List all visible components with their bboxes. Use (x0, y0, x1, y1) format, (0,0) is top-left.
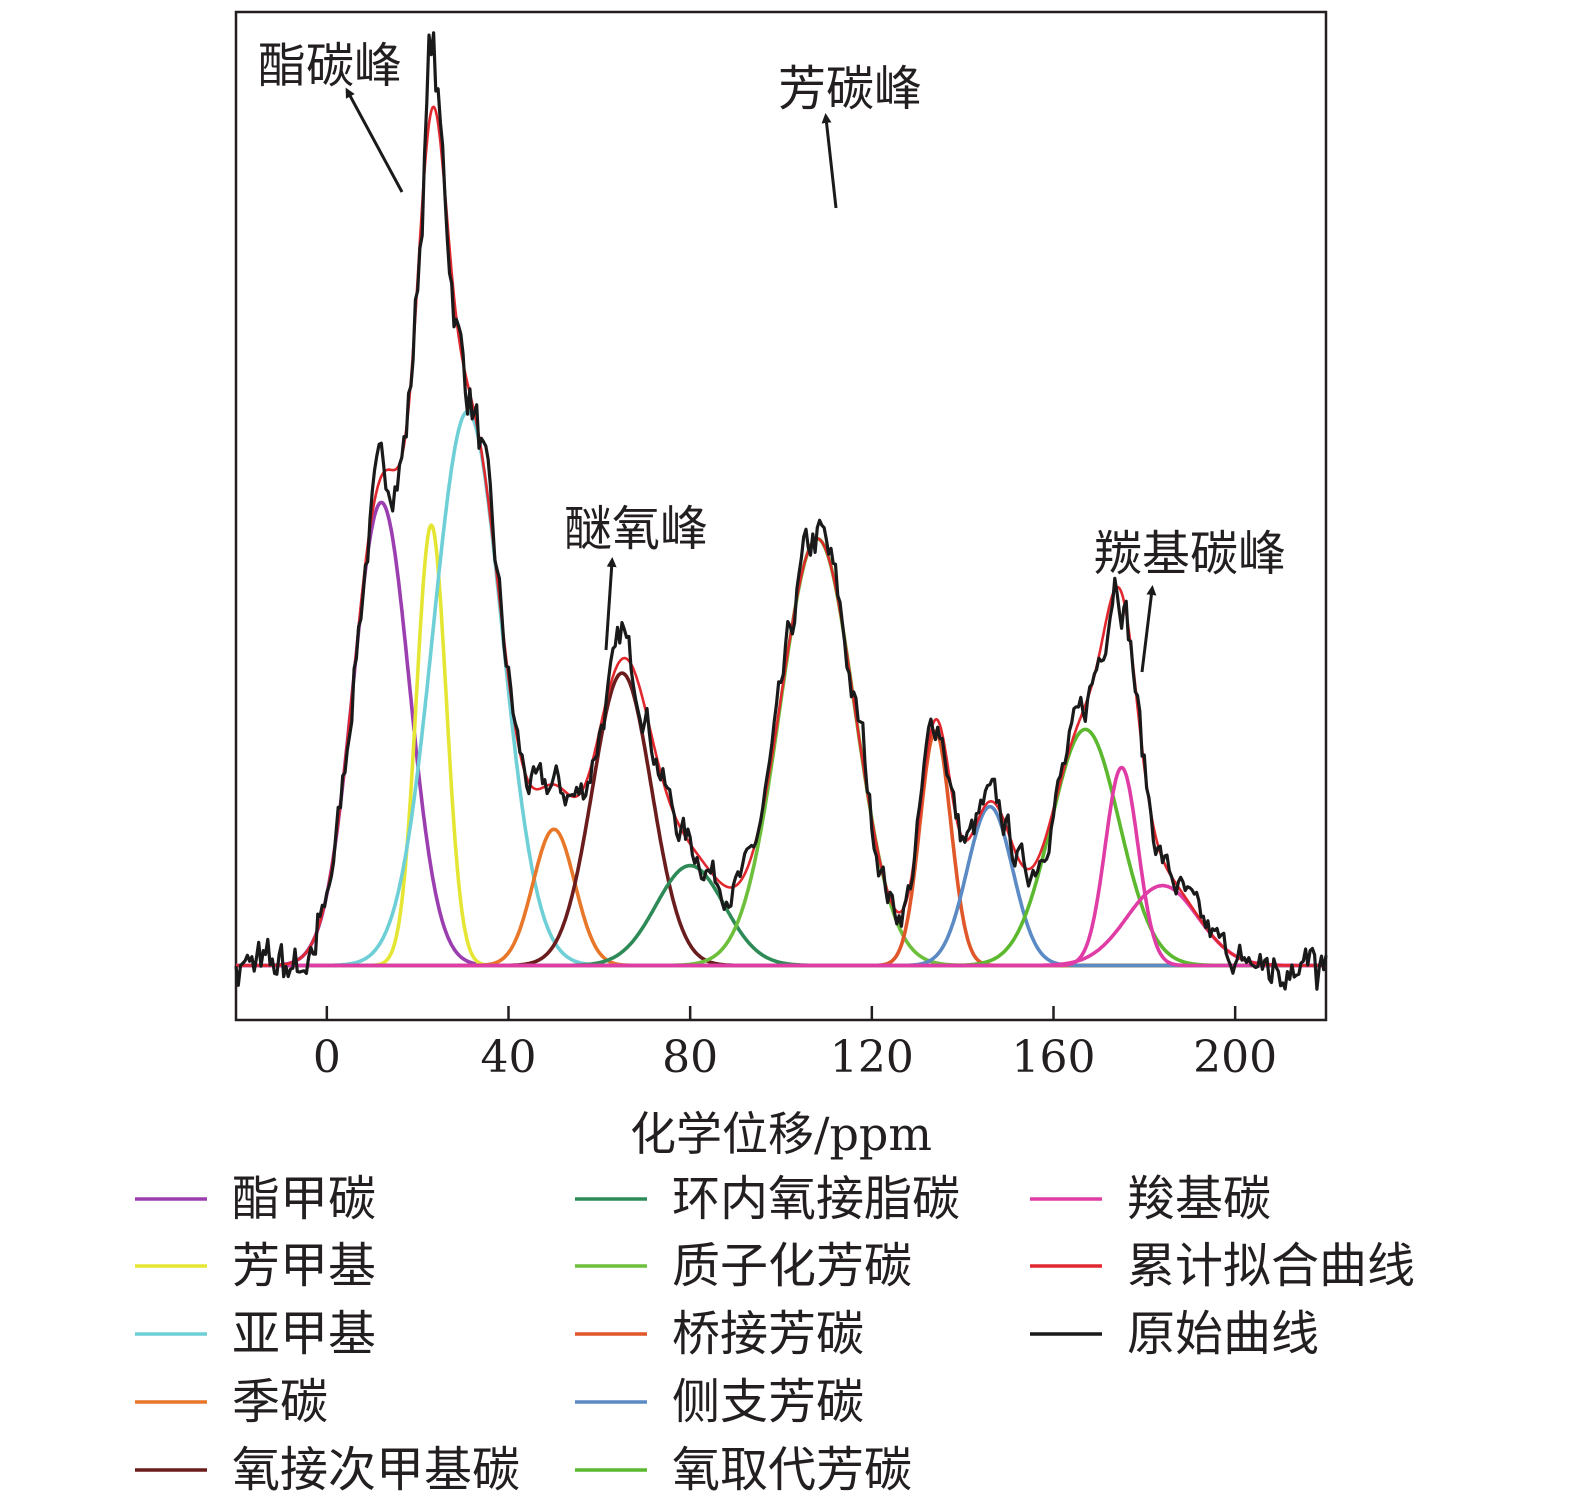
legend-label: 桥接芳碳 (672, 1306, 864, 1362)
series-line-7 (235, 729, 1327, 968)
x-tick-label: 200 (1193, 1032, 1277, 1083)
x-axis-label: 化学位移/ppm (630, 1107, 932, 1161)
peak-annotation-label: 芳碳峰 (778, 61, 922, 117)
legend-label: 环内氧接脂碳 (672, 1171, 960, 1227)
curves-layer (234, 31, 1328, 991)
series-line-11 (235, 883, 1327, 968)
peak-annotation-arrow (821, 113, 838, 209)
legend-label: 质子化芳碳 (672, 1238, 912, 1294)
x-axis-ticks: 0 40 80 120 160 200 (313, 1006, 1277, 1083)
x-tick-label: 40 (481, 1032, 537, 1083)
x-tick-label: 80 (662, 1032, 718, 1083)
series-line-9 (235, 727, 1327, 968)
legend-label: 氧取代芳碳 (672, 1442, 912, 1498)
x-tick-label: 160 (1012, 1032, 1096, 1083)
legend-label: 羧基碳 (1127, 1171, 1271, 1227)
x-tick-label: 120 (830, 1032, 914, 1083)
plot-frame (234, 10, 1328, 1022)
peak-annotation-label: 酯碳峰 (258, 38, 402, 94)
legend-label: 原始曲线 (1127, 1306, 1319, 1362)
legend-label: 氧接次甲基碳 (232, 1442, 520, 1498)
peak-annotation-arrow (1140, 585, 1157, 673)
legend-label: 酯甲碳 (232, 1171, 376, 1227)
x-tick-label: 0 (313, 1032, 341, 1083)
legend-label: 季碳 (232, 1374, 328, 1430)
peak-annotation-label: 醚氧峰 (564, 501, 708, 557)
legend-label: 侧支芳碳 (672, 1374, 864, 1430)
series-line-10 (235, 765, 1327, 968)
legend-label: 累计拟合曲线 (1127, 1238, 1415, 1294)
series-line-raw (234, 31, 1328, 991)
peak-annotation-arrow (604, 557, 617, 651)
legend-label: 亚甲基 (232, 1306, 376, 1362)
peak-annotation-arrow (345, 87, 404, 193)
peak-annotation-label: 羰基碳峰 (1094, 526, 1286, 582)
legend-label: 芳甲基 (232, 1238, 376, 1294)
